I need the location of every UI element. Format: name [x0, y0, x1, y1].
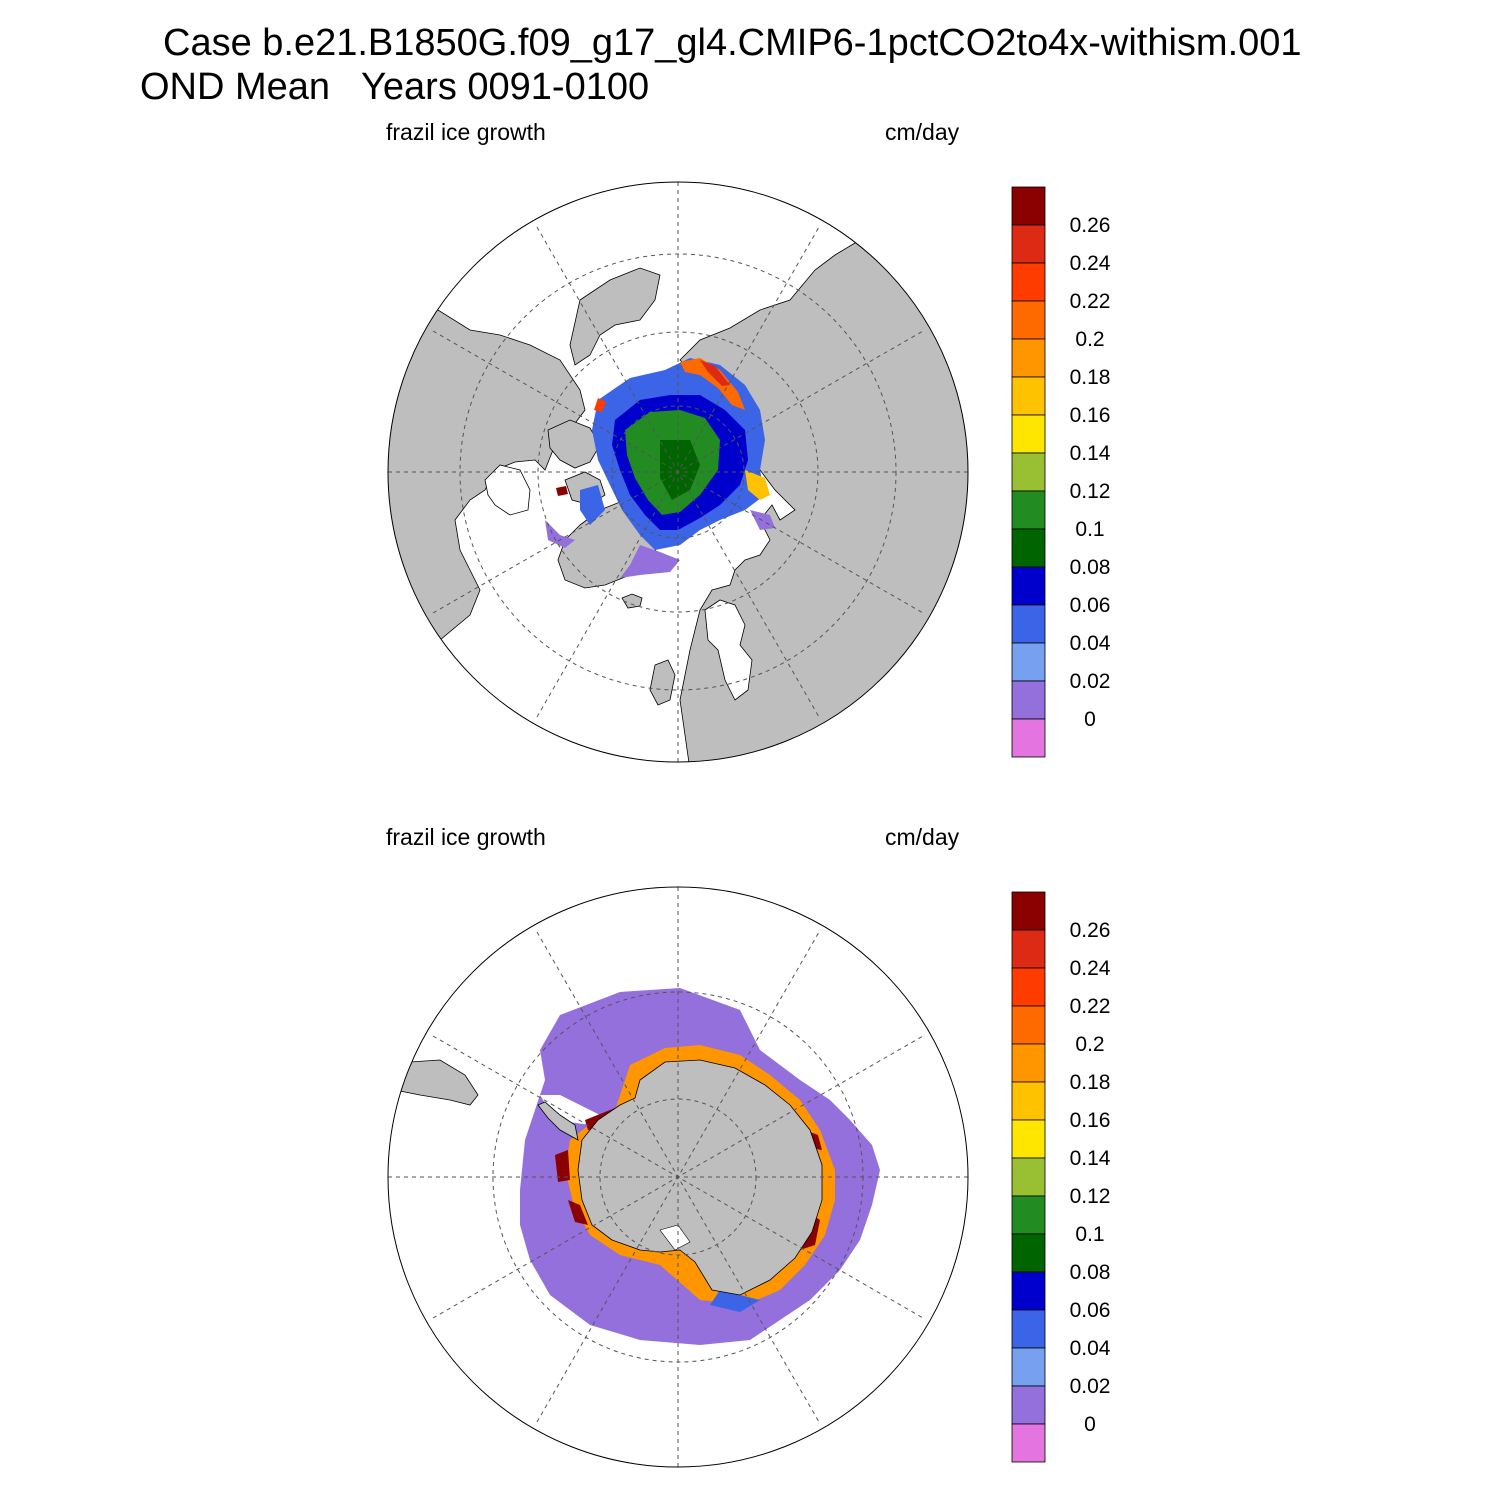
- south-colorbar-swatch: [1011, 1157, 1046, 1197]
- north-colorbar-tick-label: 0.06: [1070, 594, 1111, 617]
- south-colorbar-tick-label: 0.26: [1070, 919, 1111, 942]
- south-land-south-america: [389, 1059, 479, 1106]
- north-colorbar-tick-label: 0: [1084, 708, 1096, 731]
- figure-title-line2: OND Mean Years 0091-0100: [140, 66, 650, 108]
- south-colorbar-swatch: [1011, 1233, 1046, 1273]
- north-colorbar-swatch: [1011, 186, 1046, 226]
- south-colorbar-swatch: [1011, 1081, 1046, 1121]
- south-map-border: [387, 886, 969, 1468]
- south-graticule: [388, 887, 968, 1467]
- north-colorbar-swatch: [1011, 566, 1046, 606]
- south-colorbar-tick-label: 0.22: [1070, 995, 1111, 1018]
- north-colorbar-tick-label: 0.26: [1070, 214, 1111, 237]
- north-units-label: cm/day: [885, 119, 960, 145]
- north-colorbar-swatch: [1011, 224, 1046, 264]
- south-colorbar-swatch: [1011, 1043, 1046, 1083]
- north-sea-baltic: [704, 599, 753, 701]
- figure-title-line1: Case b.e21.B1850G.f09_g17_gl4.CMIP6-1pct…: [163, 22, 1302, 64]
- south-units-label: cm/day: [885, 824, 960, 850]
- north-colorbar-tick-label: 0.24: [1070, 252, 1111, 275]
- south-land-peninsula: [537, 1101, 579, 1141]
- north-colorbar-swatch: [1011, 452, 1046, 492]
- north-colorbar-swatch: [1011, 490, 1046, 530]
- south-colorbar-tick-label: 0.1: [1075, 1223, 1104, 1246]
- south-colorbar-tick-label: 0.06: [1070, 1299, 1111, 1322]
- north-colorbar-swatch: [1011, 642, 1046, 682]
- south-colorbar-tick-label: 0.12: [1070, 1185, 1111, 1208]
- north-colorbar-tick-label: 0.2: [1075, 328, 1104, 351]
- south-variable-label: frazil ice growth: [386, 824, 546, 850]
- north-colorbar-tick-label: 0.18: [1070, 366, 1111, 389]
- north-map-border: [387, 181, 969, 763]
- south-colorbar: 0.26 0.24 0.22 0.2 0.18 0.16 0.14 0.12 0.1 0.08 0.…: [1011, 891, 1111, 1463]
- south-colorbar-swatch: [1011, 1271, 1046, 1311]
- south-colorbar-tick-label: 0.02: [1070, 1375, 1111, 1398]
- north-graticule: [388, 182, 968, 762]
- north-land-iceland: [621, 593, 643, 609]
- north-colorbar-swatch: [1011, 680, 1046, 720]
- south-colorbar-tick-label: 0.18: [1070, 1071, 1111, 1094]
- north-colorbar: 0.26 0.24 0.22 0.2 0.18 0.16 0.14 0.12 0.1 0.08 0.…: [1011, 186, 1111, 758]
- north-colorbar-swatch: [1011, 528, 1046, 568]
- north-land-alaska: [569, 267, 661, 366]
- south-colorbar-swatch: [1011, 967, 1046, 1007]
- south-ice-shelf: [659, 1224, 691, 1251]
- south-colorbar-tick-label: 0: [1084, 1413, 1096, 1436]
- north-land-british-isles: [649, 659, 676, 706]
- south-polar-map: [387, 886, 969, 1468]
- north-colorbar-tick-label: 0.08: [1070, 556, 1111, 579]
- south-colorbar-swatch: [1011, 929, 1046, 969]
- north-colorbar-swatch: [1011, 414, 1046, 454]
- south-colorbar-tick-label: 0.24: [1070, 957, 1111, 980]
- south-colorbar-swatch: [1011, 1195, 1046, 1235]
- north-land-archipelago: [547, 419, 601, 469]
- north-sea-hudson-bay: [484, 464, 531, 516]
- north-colorbar-tick-label: 0.12: [1070, 480, 1111, 503]
- north-colorbar-swatch: [1011, 376, 1046, 416]
- north-polar-map: [387, 181, 969, 763]
- north-colorbar-swatch: [1011, 718, 1046, 758]
- north-colorbar-swatch: [1011, 262, 1046, 302]
- south-colorbar-tick-label: 0.2: [1075, 1033, 1104, 1056]
- south-colorbar-swatch: [1011, 1005, 1046, 1045]
- south-colorbar-swatch: [1011, 1385, 1046, 1425]
- north-colorbar-tick-label: 0.1: [1075, 518, 1104, 541]
- north-colorbar-swatch: [1011, 300, 1046, 340]
- south-colorbar-tick-label: 0.14: [1070, 1147, 1111, 1170]
- south-colorbar-swatch: [1011, 1119, 1046, 1159]
- south-colorbar-swatch: [1011, 1423, 1046, 1463]
- south-colorbar-swatch: [1011, 891, 1046, 931]
- north-colorbar-tick-label: 0.02: [1070, 670, 1111, 693]
- south-colorbar-swatch: [1011, 1309, 1046, 1349]
- north-colorbar-tick-label: 0.04: [1070, 632, 1111, 655]
- south-colorbar-tick-label: 0.04: [1070, 1337, 1111, 1360]
- north-colorbar-tick-label: 0.22: [1070, 290, 1111, 313]
- south-colorbar-tick-label: 0.16: [1070, 1109, 1111, 1132]
- north-colorbar-swatch: [1011, 604, 1046, 644]
- north-colorbar-swatch: [1011, 338, 1046, 378]
- south-colorbar-tick-label: 0.08: [1070, 1261, 1111, 1284]
- south-colorbar-swatch: [1011, 1347, 1046, 1387]
- north-colorbar-tick-label: 0.14: [1070, 442, 1111, 465]
- north-colorbar-tick-label: 0.16: [1070, 404, 1111, 427]
- north-variable-label: frazil ice growth: [386, 119, 546, 145]
